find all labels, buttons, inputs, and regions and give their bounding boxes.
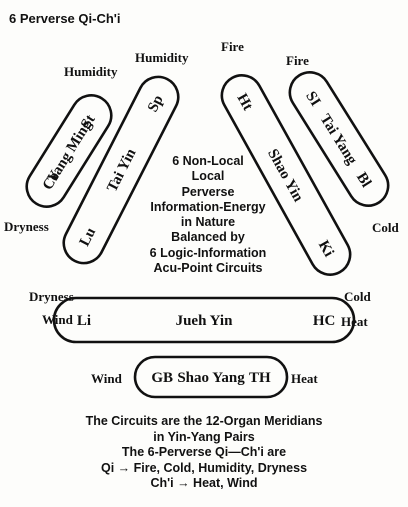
- footer-line: Ch'i → Heat, Wind: [150, 476, 258, 491]
- qi-label-cold-upper: Cold: [372, 220, 399, 235]
- center-line: in Nature: [180, 215, 236, 230]
- tai-yang-left-label: SI: [302, 89, 323, 110]
- tai-yin-outline: [62, 75, 180, 265]
- tai-yin-right-label: Sp: [145, 93, 167, 115]
- qi-label-dryness-upper: Dryness: [4, 219, 49, 234]
- footer-line: Qi → Fire, Cold, Humidity, Dryness: [100, 460, 308, 475]
- center-line: 6 Non-Local: [172, 154, 244, 168]
- page-title: 6 Perverse Qi-Ch'i: [9, 11, 121, 26]
- center-text-block: 6 Non-Local Local Perverse Information-E…: [148, 154, 268, 276]
- shao-yang-loop: GB Shao Yang TH: [133, 355, 289, 399]
- shao-yang-right-label: TH: [249, 370, 271, 386]
- footer-line: in Yin-Yang Pairs: [153, 429, 255, 444]
- jueh-yin-right-label: HC: [313, 313, 336, 329]
- tai-yang-right-label: Bl: [353, 170, 374, 191]
- shao-yin-center-label: Shao Yin: [264, 146, 306, 205]
- jueh-yin-outline: [52, 296, 356, 344]
- shao-yin-left-label: Ht: [233, 91, 255, 113]
- shao-yang-center-label: Shao Yang: [177, 370, 245, 386]
- qi-label-dryness-lower: Dryness: [29, 289, 74, 304]
- center-line: 6 Logic-Information: [149, 245, 267, 260]
- jueh-yin-center-label: Jueh Yin: [176, 313, 233, 329]
- footer-text-block: The Circuits are the 12-Organ Meridians …: [0, 414, 408, 492]
- tai-yang-center-label: Tai Yang: [317, 112, 361, 168]
- center-line: Information-Energy: [150, 199, 266, 214]
- center-line: Perverse: [181, 184, 235, 199]
- qi-label-wind-shao: Wind: [91, 371, 122, 386]
- tai-yang-outline: [288, 71, 390, 207]
- tai-yin-left-label: Lu: [77, 225, 100, 249]
- qi-label-heat-jueh: Heat: [341, 314, 368, 329]
- qi-label-humidity-left: Humidity: [64, 64, 118, 79]
- shao-yang-outline: [133, 355, 289, 399]
- footer-line: The 6-Perverse Qi—Ch'i are: [121, 445, 287, 460]
- footer-line: The Circuits are the 12-Organ Meridians: [85, 414, 323, 428]
- qi-label-cold-lower: Cold: [344, 289, 371, 304]
- center-line: Balanced by: [171, 230, 245, 245]
- jueh-yin-loop: Li Jueh Yin HC: [52, 296, 356, 344]
- yang-ming-outline: [25, 94, 113, 208]
- qi-label-humidity-center: Humidity: [135, 50, 189, 65]
- qi-label-wind-jueh: Wind: [42, 312, 73, 327]
- center-line: Acu-Point Circuits: [153, 261, 263, 276]
- center-line: Local: [191, 169, 225, 184]
- qi-label-fire-right: Fire: [286, 53, 309, 68]
- jueh-yin-left-label: Li: [77, 313, 91, 329]
- qi-label-heat-shao: Heat: [291, 371, 318, 386]
- shao-yin-right-label: Ki: [315, 238, 337, 260]
- shao-yang-left-label: GB: [151, 370, 173, 386]
- shao-yin-outline: [220, 74, 352, 276]
- qi-label-fire-center: Fire: [221, 39, 244, 54]
